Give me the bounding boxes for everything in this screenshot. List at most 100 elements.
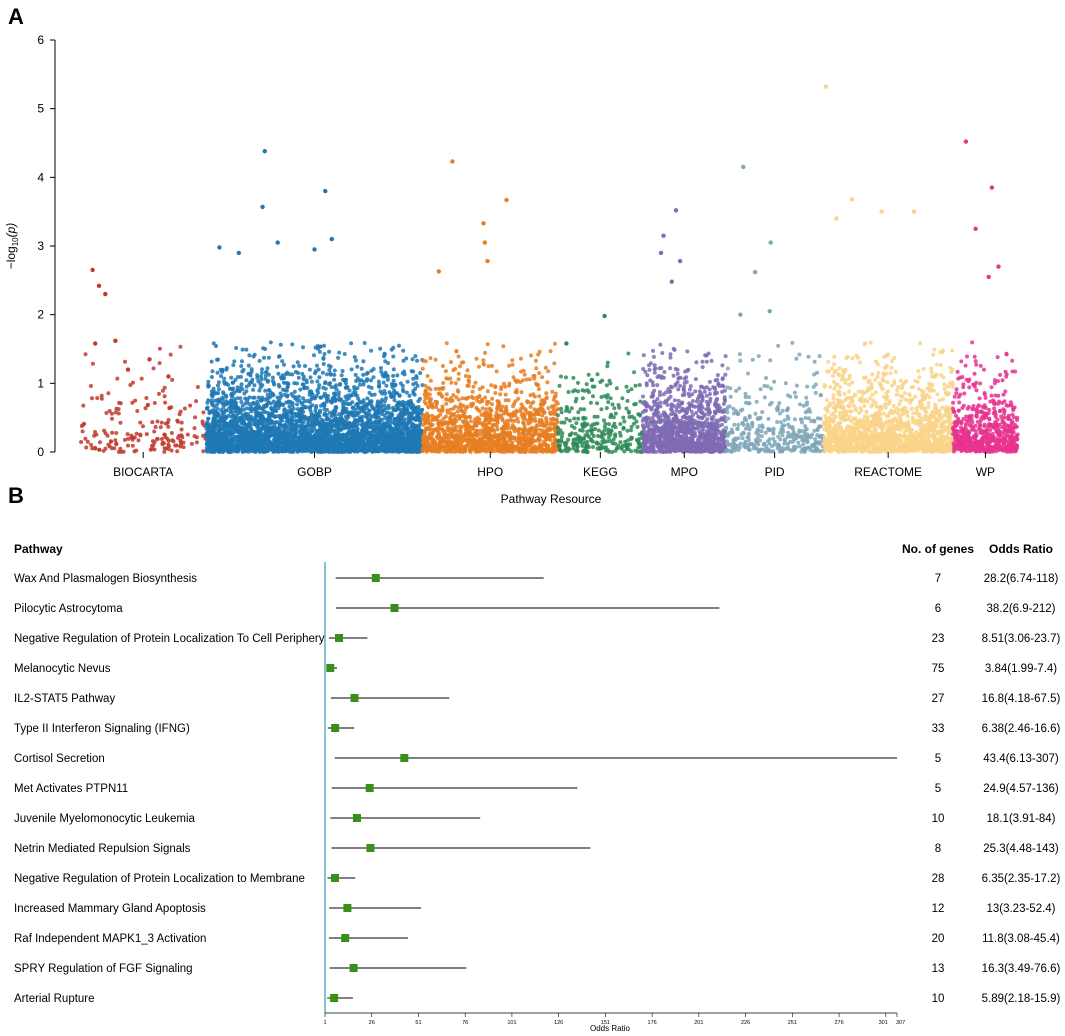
data-point	[545, 380, 550, 385]
data-point	[327, 363, 331, 368]
data-point	[166, 444, 171, 449]
data-point	[423, 383, 428, 388]
data-point	[336, 434, 341, 439]
data-point	[341, 399, 346, 404]
data-point	[317, 431, 322, 436]
data-point	[390, 394, 395, 399]
data-point	[146, 402, 150, 407]
data-point	[510, 362, 515, 367]
data-point	[276, 427, 281, 432]
data-point	[264, 370, 269, 374]
data-point	[139, 376, 144, 381]
data-point	[322, 352, 327, 356]
data-point	[548, 410, 552, 415]
data-point	[546, 369, 551, 374]
data-point	[251, 354, 256, 359]
data-point	[393, 420, 397, 425]
data-point	[292, 389, 297, 394]
data-point	[263, 410, 268, 415]
data-point	[391, 367, 396, 372]
data-point	[241, 433, 246, 437]
data-point	[441, 381, 446, 385]
data-point	[551, 411, 556, 416]
data-point	[383, 372, 388, 377]
data-point	[107, 409, 112, 413]
data-point	[266, 417, 271, 422]
data-point	[257, 421, 262, 426]
data-point	[545, 422, 550, 427]
data-point	[90, 361, 95, 366]
data-point	[222, 376, 227, 381]
data-point	[394, 443, 399, 448]
data-point	[323, 381, 327, 386]
data-point	[482, 434, 487, 439]
data-point	[332, 410, 337, 415]
data-point	[461, 414, 466, 419]
data-point	[551, 416, 556, 421]
data-point	[294, 412, 299, 417]
data-point	[372, 407, 377, 412]
data-point	[510, 358, 515, 363]
data-point	[217, 443, 222, 448]
data-point	[89, 442, 94, 447]
data-point	[270, 391, 275, 396]
data-point	[273, 408, 278, 413]
data-point	[390, 428, 395, 433]
data-point	[340, 411, 345, 416]
data-point	[257, 358, 262, 363]
data-point	[381, 380, 386, 385]
data-point	[194, 440, 199, 445]
data-point	[534, 366, 539, 371]
data-point	[531, 400, 536, 405]
data-point	[170, 377, 175, 382]
data-point	[362, 408, 367, 413]
data-point	[215, 398, 220, 403]
data-point	[317, 349, 322, 354]
data-point	[295, 448, 300, 453]
data-point	[528, 404, 533, 409]
data-point	[413, 405, 418, 410]
data-point	[503, 398, 508, 403]
data-point	[350, 400, 355, 405]
data-point	[315, 379, 320, 384]
data-point	[417, 424, 422, 429]
data-point	[219, 435, 224, 440]
data-point	[256, 442, 261, 447]
data-point	[351, 405, 356, 410]
data-point	[532, 394, 537, 399]
data-point	[413, 354, 418, 359]
data-point	[262, 420, 267, 425]
data-point	[169, 431, 174, 435]
data-point	[95, 396, 100, 400]
data-point	[401, 440, 406, 445]
data-point	[162, 432, 167, 437]
data-point	[548, 349, 553, 354]
data-point	[136, 438, 141, 443]
data-point	[224, 394, 229, 399]
series-gobp	[204, 340, 425, 454]
data-point	[547, 435, 552, 440]
data-point	[353, 372, 358, 377]
data-point	[267, 372, 271, 377]
data-point	[332, 377, 337, 382]
data-point	[239, 440, 244, 445]
data-point	[166, 418, 171, 422]
data-point	[90, 396, 94, 401]
data-point	[302, 386, 307, 390]
data-point	[355, 401, 360, 406]
data-point	[455, 388, 460, 393]
data-point	[493, 391, 498, 395]
data-point	[383, 359, 388, 364]
data-point	[534, 438, 539, 443]
data-point	[247, 353, 252, 358]
data-point	[402, 420, 407, 425]
data-point	[194, 399, 199, 404]
data-point	[349, 341, 354, 346]
data-point	[383, 439, 388, 444]
data-point	[555, 407, 560, 412]
data-point	[155, 419, 160, 424]
data-point	[402, 412, 407, 417]
data-point	[299, 410, 304, 414]
data-point	[532, 407, 537, 412]
data-point	[391, 449, 396, 454]
